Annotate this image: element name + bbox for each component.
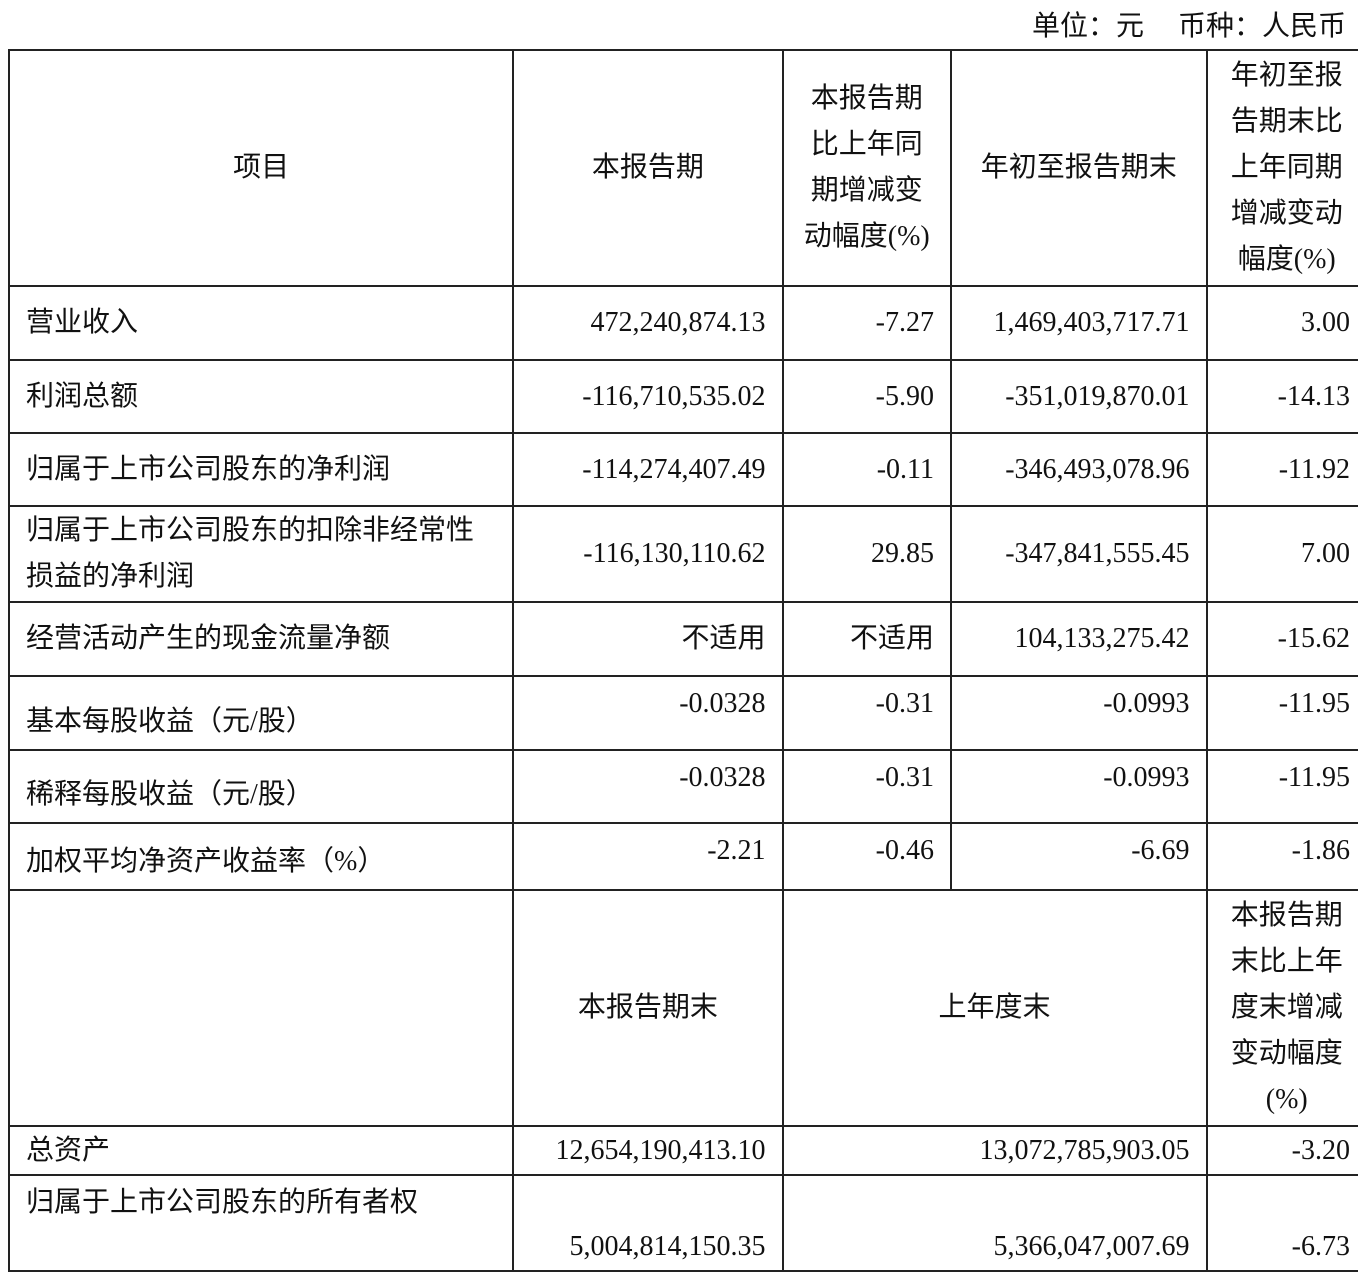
row-item: 营业收入 [7,285,515,361]
row-current: -0.0328 [512,749,784,824]
header-item: 项目 [7,49,515,287]
row-current-change: -0.31 [781,675,952,751]
unit-label: 单位：元 [1031,11,1144,42]
row-current: -0.0328 [512,675,784,751]
row-prior-year-end: 5,366,047,007.69 [781,1174,1208,1272]
row-current: -114,274,407.49 [512,432,784,507]
row-ytd-change: -14.13 [1205,359,1358,434]
row-ytd-change: 3.00 [1205,285,1358,361]
row-ytd: -351,019,870.01 [949,359,1208,434]
row-item: 归属于上市公司股东的所有者权 [7,1174,515,1272]
table-row: 基本每股收益（元/股） -0.0328 -0.31 -0.0993 -11.95 [7,675,1358,751]
row-current-change: -0.11 [781,432,952,507]
row-current-change: 29.85 [781,505,952,603]
row-change: -6.73 [1205,1174,1358,1272]
row-item: 基本每股收益（元/股） [7,675,515,751]
row-ytd-change: -11.95 [1205,749,1358,824]
row-current-change: 不适用 [781,601,952,677]
row-ytd-change: -11.92 [1205,432,1358,507]
row-ytd: -0.0993 [949,675,1208,751]
row-change: -3.20 [1205,1125,1358,1176]
row-ytd: 104,133,275.42 [949,601,1208,677]
row-current-change: -5.90 [781,359,952,434]
header2-period-end: 本报告期末 [512,889,784,1127]
row-current-change: -0.46 [781,822,952,891]
table-row: 经营活动产生的现金流量净额 不适用 不适用 104,133,275.42 -15.62 [7,601,1358,677]
table-row: 归属于上市公司股东的扣除非经常性损益的净利润 -116,130,110.62 29.… [7,505,1358,603]
row-current: -116,710,535.02 [512,359,784,434]
row-period-end: 12,654,190,413.10 [512,1125,784,1176]
row-current-change: -7.27 [781,285,952,361]
row-ytd: -346,493,078.96 [949,432,1208,507]
header-ytd: 年初至报告期末 [949,49,1208,287]
row-item: 利润总额 [7,359,515,434]
header2-change: 本报告期末比上年度末增减变动幅度(%) [1205,889,1358,1127]
row-ytd: -0.0993 [949,749,1208,824]
currency-label: 币种：人民币 [1177,11,1346,42]
row-item: 归属于上市公司股东的净利润 [7,432,515,507]
header2-prior-year-end: 上年度末 [781,889,1208,1127]
table-row: 利润总额 -116,710,535.02 -5.90 -351,019,870.01-… [7,359,1358,434]
table-row: 加权平均净资产收益率（%） -2.21 -0.46 -6.69 -1.86 [7,822,1358,891]
row-item: 经营活动产生的现金流量净额 [7,601,515,677]
row-ytd-change: -1.86 [1205,822,1358,891]
row-period-end: 5,004,814,150.35 [512,1174,784,1272]
row-item: 稀释每股收益（元/股） [7,749,515,824]
row-item: 总资产 [7,1125,515,1176]
unit-note: 单位：元 币种：人民币 [998,4,1346,44]
row-ytd: -6.69 [949,822,1208,891]
row-current: 472,240,874.13 [512,285,784,361]
table-row: 归属于上市公司股东的所有者权 5,004,814,150.35 5,366,047,… [7,1174,1358,1272]
row-ytd-change: 7.00 [1205,505,1358,603]
row-item: 归属于上市公司股东的扣除非经常性损益的净利润 [7,505,515,603]
financial-table: 项目 本报告期 本报告期比上年同期增减变动幅度(%) 年初至报告期末 年初至报告… [7,49,1358,1272]
table-row: 稀释每股收益（元/股） -0.0328 -0.31 -0.0993 -11.95 [7,749,1358,824]
table-row: 营业收入 472,240,874.13 -7.27 1,469,403,717.71 3… [7,285,1358,361]
row-ytd-change: -11.95 [1205,675,1358,751]
row-ytd: 1,469,403,717.71 [949,285,1208,361]
row-ytd-change: -15.62 [1205,601,1358,677]
row-ytd: -347,841,555.45 [949,505,1208,603]
row-current-change: -0.31 [781,749,952,824]
header-row: 项目 本报告期 本报告期比上年同期增减变动幅度(%) 年初至报告期末 年初至报告… [7,49,1358,287]
header-current-change: 本报告期比上年同期增减变动幅度(%) [781,49,952,287]
row-current: -116,130,110.62 [512,505,784,603]
header-ytd-change: 年初至报告期末比上年同期增减变动幅度(%) [1205,49,1358,287]
row-current: -2.21 [512,822,784,891]
header2-item [7,889,515,1127]
table-row: 归属于上市公司股东的净利润 -114,274,407.49 -0.11 -346,49… [7,432,1358,507]
row-prior-year-end: 13,072,785,903.05 [781,1125,1208,1176]
header-current: 本报告期 [512,49,784,287]
row-item: 加权平均净资产收益率（%） [7,822,515,891]
header-row-2: 本报告期末 上年度末 本报告期末比上年度末增减变动幅度(%) [7,889,1358,1127]
table-row: 总资产 12,654,190,413.10 13,072,785,903.05 -3.… [7,1125,1358,1176]
row-current: 不适用 [512,601,784,677]
